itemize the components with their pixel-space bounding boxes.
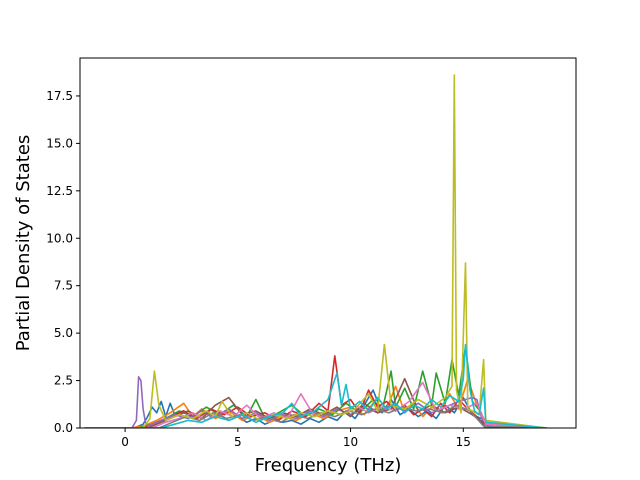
plot-area-frame xyxy=(79,57,577,429)
y-tick-label: 0.0 xyxy=(54,421,73,435)
y-tick-label: 7.5 xyxy=(54,279,73,293)
y-axis-label: Partial Density of States xyxy=(13,135,34,352)
x-tick-label: 15 xyxy=(456,435,471,449)
series-line-10 xyxy=(84,343,547,428)
x-tick-label: 10 xyxy=(343,435,358,449)
x-axis: 0 5 10 15 xyxy=(121,428,471,449)
y-tick-label: 12.5 xyxy=(46,184,73,198)
y-axis: 0.0 2.5 5.0 7.5 10.0 12.5 15.0 17.5 xyxy=(46,89,80,435)
y-tick-label: 2.5 xyxy=(54,374,73,388)
series-line-1 xyxy=(84,389,547,428)
series-line-8 xyxy=(84,404,547,428)
series-layer xyxy=(84,74,547,428)
x-axis-label: Frequency (THz) xyxy=(255,455,402,476)
y-tick-label: 5.0 xyxy=(54,326,73,340)
y-tick-label: 17.5 xyxy=(46,89,73,103)
x-tick-label: 0 xyxy=(121,435,129,449)
x-tick-label: 5 xyxy=(234,435,242,449)
y-tick-label: 15.0 xyxy=(46,136,73,150)
series-line-9 xyxy=(84,74,547,428)
y-tick-label: 10.0 xyxy=(46,231,73,245)
